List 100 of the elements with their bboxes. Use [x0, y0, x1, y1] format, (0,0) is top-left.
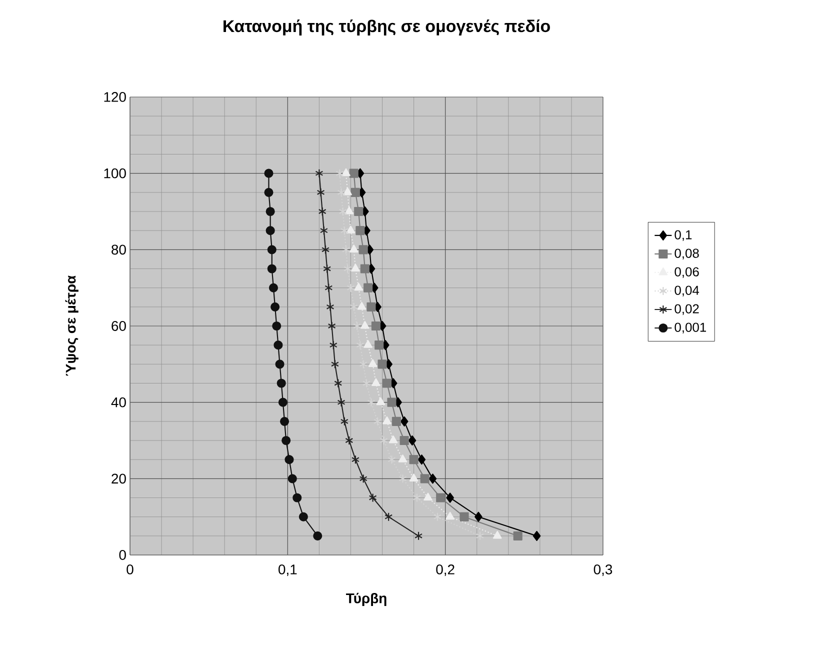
point — [378, 360, 387, 369]
point — [322, 245, 330, 254]
point — [336, 168, 344, 178]
point — [398, 474, 407, 484]
point — [329, 340, 338, 350]
point — [267, 245, 276, 254]
point — [268, 283, 278, 292]
x-axis-title: Τύρβη — [346, 592, 386, 606]
point — [344, 264, 352, 274]
point — [264, 188, 274, 197]
point — [474, 512, 482, 522]
point — [315, 168, 324, 178]
point — [354, 282, 364, 291]
legend-label: 0,001 — [674, 322, 706, 334]
point — [356, 226, 365, 236]
point — [264, 168, 274, 178]
point — [367, 398, 376, 407]
point — [270, 302, 280, 312]
point — [400, 436, 409, 446]
point — [376, 397, 386, 406]
point — [345, 436, 354, 446]
point — [334, 378, 342, 388]
point — [414, 531, 423, 540]
point — [344, 206, 354, 214]
point — [400, 416, 408, 426]
y-tick-label: 120 — [104, 92, 126, 102]
point — [382, 378, 392, 388]
y-tick-label: 80 — [112, 244, 126, 255]
point — [342, 245, 350, 254]
point — [358, 245, 368, 254]
point — [349, 168, 358, 178]
point — [418, 454, 426, 465]
point — [326, 302, 334, 312]
point — [433, 512, 442, 522]
point — [337, 398, 346, 407]
point — [282, 436, 291, 446]
y-tick-label: 40 — [111, 397, 126, 408]
point — [342, 168, 350, 176]
point — [266, 206, 275, 216]
legend-label: 0,06 — [674, 267, 699, 278]
point — [350, 188, 360, 197]
point — [380, 436, 388, 446]
point — [371, 321, 380, 331]
point — [446, 512, 454, 520]
point — [424, 492, 432, 501]
point — [278, 398, 288, 407]
point — [316, 188, 325, 197]
point — [362, 378, 371, 388]
point — [351, 264, 360, 272]
x-tick-label: 0,1 — [278, 564, 297, 576]
point — [346, 226, 356, 234]
point — [368, 493, 377, 502]
point — [267, 264, 276, 274]
point — [359, 360, 368, 369]
point — [409, 474, 418, 482]
point — [357, 302, 366, 310]
chart-title: Κατανομή της τύρβης σε ομογενές πεδίο — [224, 20, 550, 36]
point — [356, 340, 364, 350]
point — [354, 206, 364, 216]
point — [364, 340, 373, 348]
point — [298, 512, 308, 522]
point — [366, 302, 376, 312]
point — [420, 474, 430, 484]
point — [368, 359, 378, 367]
point — [513, 531, 522, 540]
point — [374, 416, 382, 426]
point — [313, 531, 322, 540]
point — [350, 302, 358, 312]
y-axis-title: Ύψος σε μέτρα — [65, 275, 78, 376]
point — [284, 455, 294, 464]
x-tick-label: 0 — [126, 564, 134, 574]
point — [398, 454, 408, 462]
point — [372, 378, 380, 386]
point — [280, 416, 290, 426]
point — [328, 321, 336, 331]
point — [388, 435, 398, 444]
point — [412, 493, 421, 502]
point — [274, 340, 283, 350]
point — [343, 187, 352, 196]
point — [408, 435, 416, 446]
point — [446, 492, 454, 503]
point — [387, 398, 396, 407]
point — [382, 416, 392, 424]
point — [351, 455, 360, 464]
point — [292, 493, 302, 502]
point — [460, 512, 469, 522]
point — [323, 264, 332, 274]
point — [364, 283, 373, 292]
legend-label: 0,08 — [674, 248, 699, 260]
point — [346, 283, 355, 292]
point — [388, 455, 396, 464]
legend-label: 0,02 — [674, 304, 699, 315]
point — [340, 416, 348, 426]
point — [275, 360, 284, 369]
legend-label: 0,04 — [674, 286, 700, 296]
point — [428, 474, 437, 484]
point — [320, 226, 328, 236]
point — [318, 206, 326, 216]
legend-label: 0,1 — [674, 230, 692, 241]
point — [359, 474, 368, 484]
